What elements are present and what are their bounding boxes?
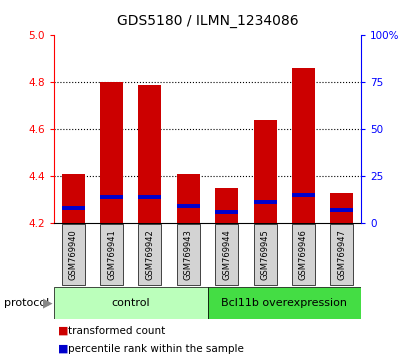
Bar: [292, 68, 315, 223]
Text: ■: ■: [58, 326, 68, 336]
Text: GSM769941: GSM769941: [107, 229, 116, 280]
FancyBboxPatch shape: [139, 224, 161, 285]
Bar: [177, 174, 200, 223]
Text: GSM769943: GSM769943: [184, 229, 193, 280]
FancyBboxPatch shape: [254, 224, 277, 285]
Text: GSM769940: GSM769940: [68, 229, 78, 280]
Bar: [62, 206, 85, 210]
Text: transformed count: transformed count: [68, 326, 166, 336]
Text: GSM769942: GSM769942: [145, 229, 154, 280]
Text: percentile rank within the sample: percentile rank within the sample: [68, 344, 244, 354]
Text: GDS5180 / ILMN_1234086: GDS5180 / ILMN_1234086: [117, 14, 298, 28]
FancyBboxPatch shape: [177, 224, 200, 285]
FancyBboxPatch shape: [330, 224, 354, 285]
FancyBboxPatch shape: [62, 224, 85, 285]
Bar: [139, 195, 161, 199]
Bar: [62, 174, 85, 223]
FancyBboxPatch shape: [215, 224, 238, 285]
FancyBboxPatch shape: [100, 224, 123, 285]
Text: ■: ■: [58, 344, 68, 354]
Bar: [330, 208, 354, 212]
Text: GSM769946: GSM769946: [299, 229, 308, 280]
FancyBboxPatch shape: [54, 287, 208, 319]
Bar: [254, 200, 276, 205]
Bar: [100, 82, 123, 223]
Text: GSM769944: GSM769944: [222, 229, 231, 280]
Bar: [139, 85, 161, 223]
Text: protocol: protocol: [4, 298, 49, 308]
Text: ▶: ▶: [43, 296, 53, 309]
Bar: [254, 120, 276, 223]
Bar: [100, 195, 123, 199]
Bar: [330, 193, 354, 223]
Bar: [215, 188, 238, 223]
Text: control: control: [111, 298, 150, 308]
Bar: [292, 193, 315, 197]
Text: Bcl11b overexpression: Bcl11b overexpression: [221, 298, 347, 308]
Bar: [215, 210, 238, 214]
Text: GSM769945: GSM769945: [261, 229, 270, 280]
FancyBboxPatch shape: [292, 224, 315, 285]
Text: GSM769947: GSM769947: [337, 229, 347, 280]
Bar: [177, 204, 200, 208]
FancyBboxPatch shape: [208, 287, 361, 319]
